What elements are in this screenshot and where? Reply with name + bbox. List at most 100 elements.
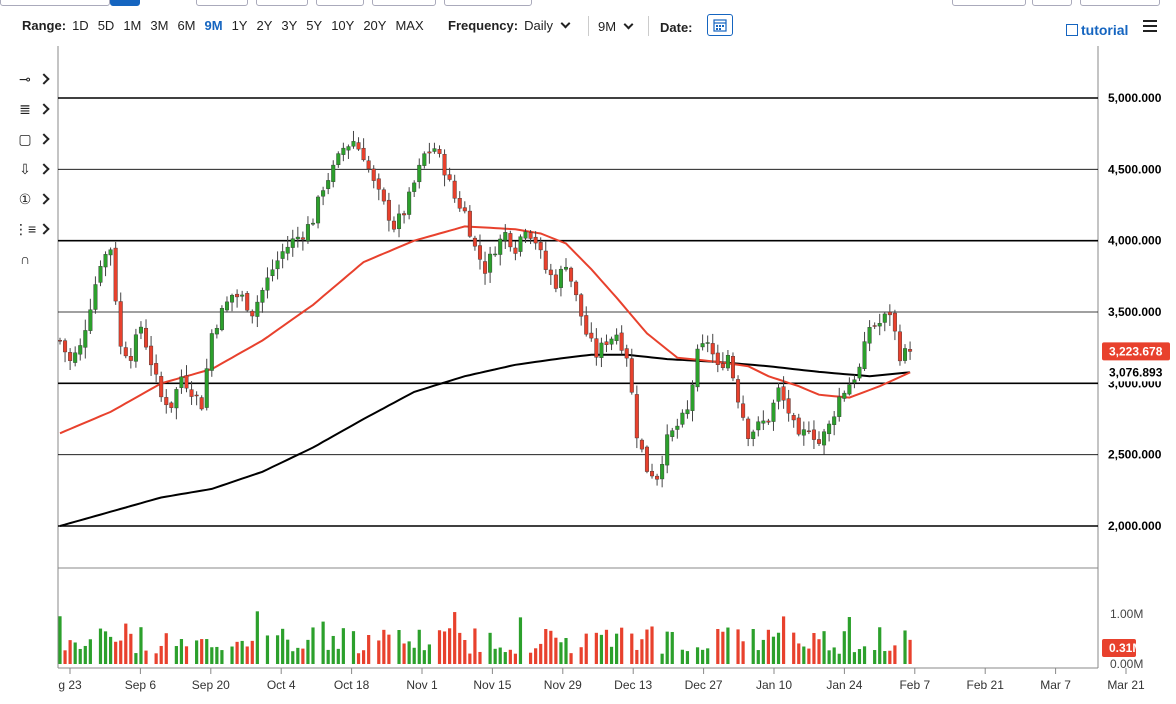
rectangle-icon[interactable]: ▢ — [18, 130, 32, 147]
film-icon — [1066, 24, 1078, 36]
range-option-max[interactable]: MAX — [395, 18, 424, 33]
candle-body — [437, 149, 442, 154]
price-badges: 3,223.678 3,076.893 0.31M — [1102, 342, 1170, 657]
tool-arrow[interactable]: ⇩ — [14, 154, 54, 184]
candle-body — [624, 348, 629, 359]
symbol-input-edge[interactable] — [0, 0, 110, 6]
candle-body — [128, 356, 133, 361]
magnet-icon[interactable]: ∩ — [19, 251, 31, 267]
ma-fast-line — [59, 225, 911, 435]
toolbar-button-edge[interactable] — [196, 0, 248, 6]
candle-body — [872, 325, 877, 327]
range-option-20y[interactable]: 20Y — [363, 18, 387, 33]
candle-body — [164, 397, 169, 406]
frequency-selector[interactable]: Frequency: Daily — [448, 18, 571, 33]
volume-bar — [124, 623, 128, 664]
candle-body — [397, 213, 402, 229]
range-option-5y[interactable]: 5Y — [306, 18, 323, 33]
tool-crosshair-line[interactable]: ⊸ — [14, 64, 54, 94]
volume-bar — [645, 629, 649, 664]
volume-bar — [852, 652, 857, 664]
x-tick-label: Oct 18 — [334, 678, 370, 692]
volume-bar — [63, 650, 67, 664]
range-option-6m[interactable]: 6M — [177, 18, 196, 33]
candle-body — [427, 151, 432, 154]
range-selector: Range: 1D 5D 1M 3M 6M 9M 1Y 2Y 3Y 5Y 10Y 20Y MAX — [22, 18, 433, 33]
range-option-3y[interactable]: 3Y — [281, 18, 298, 33]
candle-body — [503, 232, 508, 241]
candle-body — [169, 402, 174, 408]
candle-body — [316, 196, 321, 224]
toolbar-button-edge[interactable] — [316, 0, 364, 6]
candle-body — [336, 153, 341, 166]
toolbar-button-edge[interactable] — [1032, 0, 1072, 6]
period-select[interactable]: 9M — [590, 14, 640, 38]
candle-body — [412, 182, 417, 192]
range-option-2y[interactable]: 2Y — [256, 18, 273, 33]
volume-bar — [382, 629, 386, 664]
range-option-10y[interactable]: 10Y — [331, 18, 355, 33]
arrow-down-icon[interactable]: ⇩ — [19, 160, 31, 177]
candle-body — [361, 147, 366, 161]
volume-bar — [640, 639, 644, 664]
volume-bar — [119, 640, 123, 664]
menu-icon[interactable] — [1143, 20, 1157, 35]
toolbar-button-edge[interactable] — [444, 0, 532, 6]
candle-body — [250, 310, 255, 317]
toolbar-button-edge[interactable] — [256, 0, 308, 6]
divider — [588, 16, 589, 36]
volume-bar — [58, 616, 62, 664]
toolbar-button-edge[interactable] — [1080, 0, 1160, 6]
volume-bar — [579, 647, 583, 664]
volume-bar — [417, 629, 421, 664]
period-value[interactable]: 9M — [598, 18, 617, 34]
fibonacci-list-icon[interactable]: ≣ — [19, 100, 31, 117]
candle-body — [402, 213, 407, 216]
candle-body — [78, 345, 83, 355]
frequency-value[interactable]: Daily — [524, 18, 553, 33]
volume-bar — [650, 626, 654, 664]
volume-bar — [513, 653, 517, 664]
volume-bar — [367, 635, 371, 664]
volume-bar — [200, 639, 204, 664]
tool-rectangle[interactable]: ▢ — [14, 124, 54, 154]
toolbar-button-edge[interactable] — [372, 0, 436, 6]
toolbar-button-edge[interactable] — [952, 0, 1026, 6]
tutorial-link[interactable]: tutorial — [1066, 22, 1128, 38]
chart-toolbar: Range: 1D 5D 1M 3M 6M 9M 1Y 2Y 3Y 5Y 10Y 20Y MAX Fre… — [0, 10, 1176, 42]
volume-bar — [518, 617, 523, 664]
range-option-1y[interactable]: 1Y — [231, 18, 248, 33]
candle-body — [230, 294, 235, 303]
candle-body — [98, 266, 103, 283]
date-picker[interactable]: Date: — [660, 14, 733, 36]
candle-body — [300, 237, 305, 240]
volume-bar — [766, 629, 770, 664]
tool-node-tree[interactable]: ⋮≡ — [14, 214, 54, 244]
crosshair-line-icon[interactable]: ⊸ — [19, 70, 31, 87]
calendar-icon[interactable] — [706, 14, 733, 36]
candle-body — [432, 148, 437, 152]
candle-body — [346, 146, 351, 151]
range-option-3m[interactable]: 3M — [150, 18, 169, 33]
candle-body — [796, 417, 801, 435]
volume-bar — [609, 646, 614, 664]
volume-bar — [205, 639, 209, 664]
volume-bar — [174, 646, 178, 664]
horizontal-grid — [58, 97, 1098, 527]
ma-slow-series — [59, 353, 911, 527]
node-tree-icon[interactable]: ⋮≡ — [14, 220, 37, 237]
range-option-5d[interactable]: 5D — [97, 18, 115, 33]
go-button-edge[interactable] — [110, 0, 140, 6]
candle-body — [579, 294, 584, 317]
tutorial-label[interactable]: tutorial — [1081, 22, 1129, 38]
range-option-1m[interactable]: 1M — [123, 18, 142, 33]
range-option-9m[interactable]: 9M — [204, 18, 223, 33]
candle-body — [730, 356, 735, 379]
tool-magnet[interactable]: ∩ — [14, 244, 54, 274]
volume-bar — [761, 639, 765, 664]
range-option-1d[interactable]: 1D — [72, 18, 89, 33]
tool-counter[interactable]: ① — [14, 184, 54, 214]
tool-fibonacci[interactable]: ≣ — [14, 94, 54, 124]
counter-one-icon[interactable]: ① — [18, 190, 32, 207]
